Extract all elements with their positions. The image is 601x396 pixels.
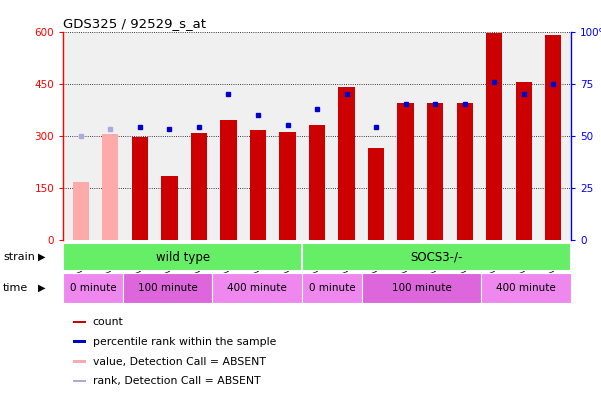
Bar: [73, 341, 86, 343]
Bar: [250, 130, 266, 240]
Bar: [191, 133, 207, 240]
Bar: [73, 360, 86, 363]
Bar: [279, 132, 296, 240]
Text: ▶: ▶: [38, 283, 45, 293]
Text: 400 minute: 400 minute: [496, 283, 556, 293]
Bar: [516, 82, 532, 240]
Bar: [73, 321, 86, 324]
Text: 0 minute: 0 minute: [70, 283, 116, 293]
Bar: [221, 120, 237, 240]
Text: count: count: [93, 318, 123, 327]
Bar: [302, 243, 571, 271]
Bar: [63, 273, 123, 303]
Bar: [63, 243, 302, 271]
Text: 100 minute: 100 minute: [392, 283, 451, 293]
Bar: [102, 134, 118, 240]
Bar: [481, 273, 571, 303]
Text: 0 minute: 0 minute: [309, 283, 355, 293]
Text: GDS325 / 92529_s_at: GDS325 / 92529_s_at: [63, 17, 206, 30]
Text: percentile rank within the sample: percentile rank within the sample: [93, 337, 276, 347]
Bar: [486, 33, 502, 240]
Bar: [362, 273, 481, 303]
Bar: [545, 35, 561, 240]
Text: strain: strain: [3, 251, 35, 262]
Text: value, Detection Call = ABSENT: value, Detection Call = ABSENT: [93, 357, 266, 367]
Bar: [161, 176, 177, 240]
Bar: [309, 125, 325, 240]
Text: ▶: ▶: [38, 251, 45, 262]
Text: 400 minute: 400 minute: [227, 283, 287, 293]
Bar: [123, 273, 213, 303]
Bar: [302, 273, 362, 303]
Text: time: time: [3, 283, 28, 293]
Bar: [73, 380, 86, 382]
Bar: [213, 273, 302, 303]
Bar: [338, 87, 355, 240]
Text: 100 minute: 100 minute: [138, 283, 198, 293]
Bar: [397, 103, 413, 240]
Bar: [368, 148, 384, 240]
Bar: [457, 103, 473, 240]
Text: SOCS3-/-: SOCS3-/-: [410, 251, 463, 263]
Text: rank, Detection Call = ABSENT: rank, Detection Call = ABSENT: [93, 376, 260, 386]
Bar: [73, 183, 89, 240]
Text: wild type: wild type: [156, 251, 210, 263]
Bar: [427, 103, 444, 240]
Bar: [132, 137, 148, 240]
